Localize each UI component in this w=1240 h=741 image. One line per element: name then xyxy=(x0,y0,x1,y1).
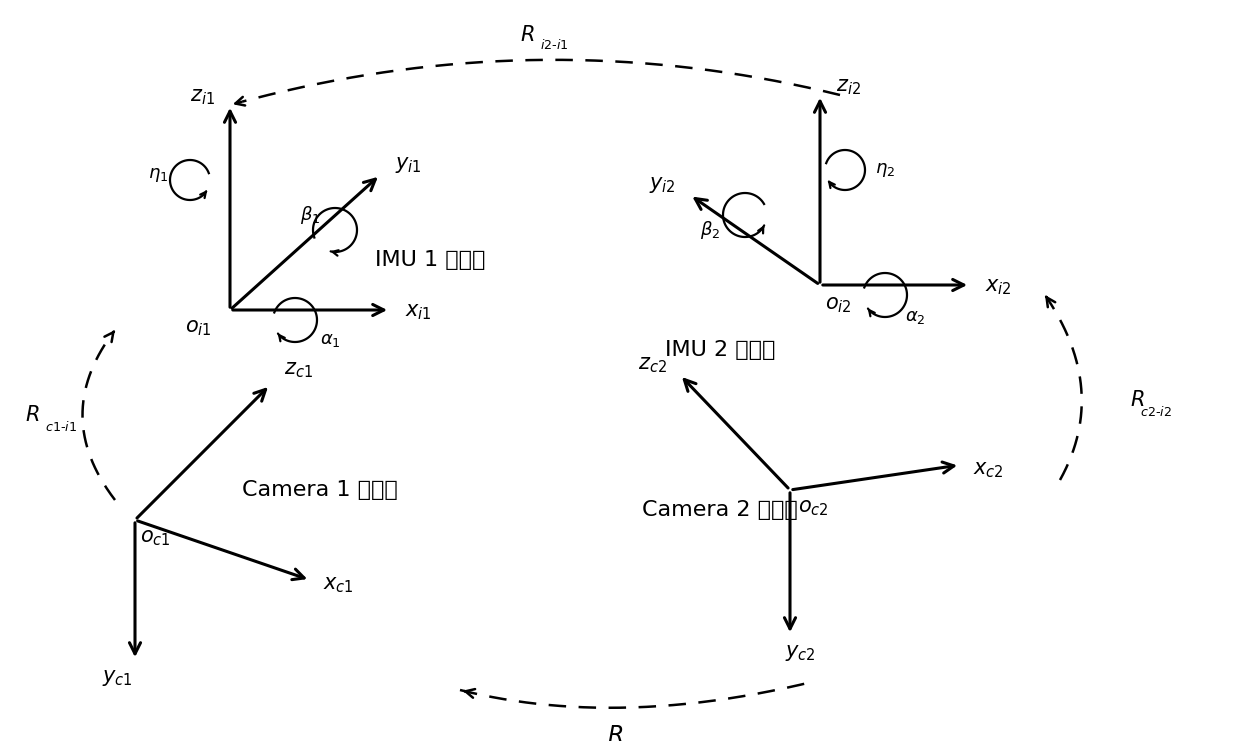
Text: $y_{i2}$: $y_{i2}$ xyxy=(649,175,676,195)
Text: $R$: $R$ xyxy=(606,725,622,741)
Text: IMU 1 坐标系: IMU 1 坐标系 xyxy=(374,250,485,270)
Text: Camera 1 坐标系: Camera 1 坐标系 xyxy=(242,480,398,500)
Text: $o_{i1}$: $o_{i1}$ xyxy=(185,318,212,338)
Text: $_{c1\text{-}i1}$: $_{c1\text{-}i1}$ xyxy=(45,416,77,434)
Text: $_{i2\text{-}i1}$: $_{i2\text{-}i1}$ xyxy=(539,34,569,52)
Text: $x_{c1}$: $x_{c1}$ xyxy=(322,575,353,595)
Text: $x_{i1}$: $x_{i1}$ xyxy=(404,302,432,322)
Text: Camera 2 坐标系: Camera 2 坐标系 xyxy=(642,500,797,520)
Text: $y_{c1}$: $y_{c1}$ xyxy=(102,668,133,688)
Text: $y_{c2}$: $y_{c2}$ xyxy=(785,643,816,663)
Text: $o_{i2}$: $o_{i2}$ xyxy=(825,295,852,315)
Text: $\alpha_2$: $\alpha_2$ xyxy=(905,308,925,326)
Text: $z_{c1}$: $z_{c1}$ xyxy=(284,360,312,380)
Text: $\eta_2$: $\eta_2$ xyxy=(875,161,895,179)
Text: $o_{c2}$: $o_{c2}$ xyxy=(799,498,828,518)
Text: $R$: $R$ xyxy=(26,405,40,425)
Text: $\eta_1$: $\eta_1$ xyxy=(148,166,169,184)
Text: $x_{c2}$: $x_{c2}$ xyxy=(972,460,1003,480)
Text: $\beta_1$: $\beta_1$ xyxy=(300,204,320,226)
Text: $x_{i2}$: $x_{i2}$ xyxy=(985,277,1012,297)
Text: $z_{i2}$: $z_{i2}$ xyxy=(836,77,861,97)
Text: $R$: $R$ xyxy=(1130,390,1145,410)
Text: $R$: $R$ xyxy=(521,25,534,45)
Text: $y_{i1}$: $y_{i1}$ xyxy=(394,155,422,175)
Text: $o_{c1}$: $o_{c1}$ xyxy=(140,528,171,548)
Text: $\alpha_1$: $\alpha_1$ xyxy=(320,331,340,349)
Text: $\beta_2$: $\beta_2$ xyxy=(699,219,720,241)
Text: $z_{c2}$: $z_{c2}$ xyxy=(637,355,666,375)
Text: IMU 2 坐标系: IMU 2 坐标系 xyxy=(665,340,775,360)
Text: $z_{i1}$: $z_{i1}$ xyxy=(190,87,215,107)
Text: $_{c2\text{-}i2}$: $_{c2\text{-}i2}$ xyxy=(1140,401,1172,419)
